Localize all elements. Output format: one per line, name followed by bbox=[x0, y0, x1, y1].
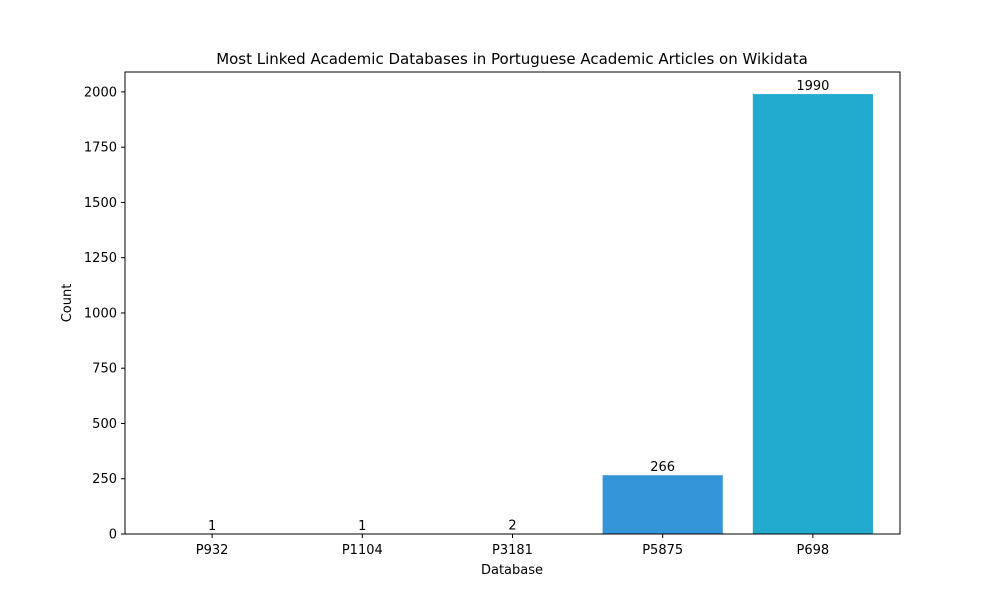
y-axis-label: Count bbox=[60, 284, 75, 323]
value-label-p698: 1990 bbox=[796, 79, 829, 94]
y-axis: 0 250 500 750 1000 1250 1500 1750 2000 bbox=[84, 85, 125, 542]
x-tick-label-p3181: P3181 bbox=[492, 543, 533, 558]
x-axis: P932 P1104 P3181 P5875 P698 bbox=[196, 534, 829, 558]
bar-p5875 bbox=[603, 475, 723, 534]
x-tick-label-p5875: P5875 bbox=[642, 543, 683, 558]
chart-title: Most Linked Academic Databases in Portug… bbox=[216, 50, 808, 68]
bar-p698 bbox=[753, 94, 873, 534]
y-tick-label-1250: 1250 bbox=[84, 251, 117, 266]
y-tick-label-1000: 1000 bbox=[84, 306, 117, 321]
x-axis-label: Database bbox=[481, 563, 543, 578]
value-label-p1104: 1 bbox=[358, 519, 366, 534]
bars-group bbox=[152, 94, 873, 534]
value-label-p932: 1 bbox=[208, 519, 216, 534]
y-tick-label-0: 0 bbox=[109, 528, 117, 543]
x-tick-label-p698: P698 bbox=[797, 543, 830, 558]
value-label-p3181: 2 bbox=[508, 519, 516, 534]
y-tick-label-1750: 1750 bbox=[84, 141, 117, 156]
y-tick-label-250: 250 bbox=[92, 472, 117, 487]
y-tick-label-2000: 2000 bbox=[84, 85, 117, 100]
y-tick-label-1500: 1500 bbox=[84, 196, 117, 211]
value-labels-group: 1 1 2 266 1990 bbox=[208, 79, 829, 534]
x-tick-label-p1104: P1104 bbox=[342, 543, 383, 558]
y-tick-label-500: 500 bbox=[92, 417, 117, 432]
value-label-p5875: 266 bbox=[650, 460, 675, 475]
y-tick-label-750: 750 bbox=[92, 362, 117, 377]
x-tick-label-p932: P932 bbox=[196, 543, 229, 558]
